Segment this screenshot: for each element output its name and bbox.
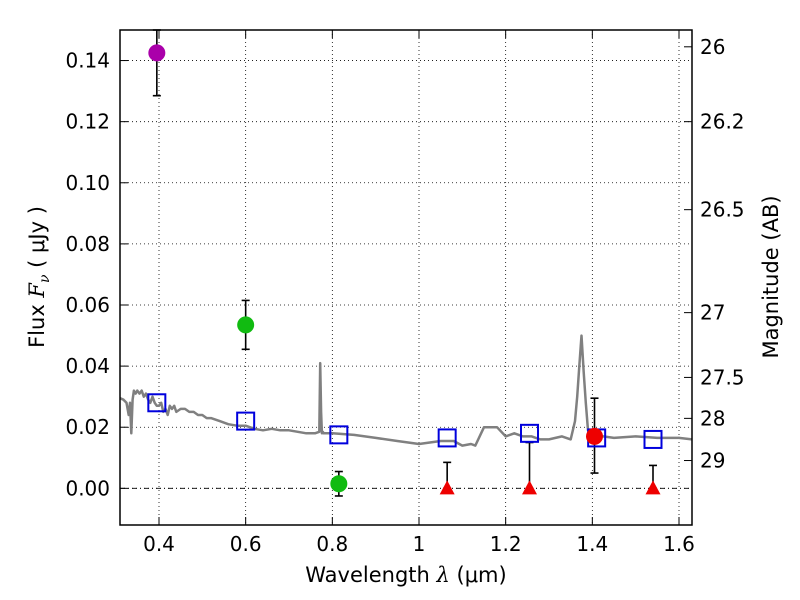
magnitude-tick-label: 27.5 [700, 365, 745, 389]
upper-limit-marker [522, 480, 537, 495]
x-tick-label: 1.4 [576, 532, 608, 556]
plot-frame [119, 29, 693, 526]
axes-frame [119, 29, 693, 526]
magnitude-tick-label: 26 [700, 35, 725, 59]
x-tick-label: 1 [413, 532, 426, 556]
model-photometry-square [437, 428, 457, 448]
x-axis-label: Wavelength λ (μm) [305, 563, 506, 587]
spectrum-line [119, 334, 693, 447]
magnitude-tick-label: 29 [700, 449, 725, 473]
y-tick-label: 0.02 [65, 415, 110, 439]
model-spectrum [119, 334, 693, 447]
x-tick-label: 0.8 [316, 532, 348, 556]
model-photometry-square [236, 411, 256, 431]
x-tick-label: 0.6 [230, 532, 262, 556]
upper-limit-marker [439, 480, 455, 495]
x-tick-label: 1.6 [663, 532, 695, 556]
upper-limit-marker [645, 480, 661, 495]
y-tick-label: 0.04 [65, 354, 110, 378]
magnitude-tick-label: 27 [700, 301, 725, 325]
x-tick-label: 0.4 [143, 532, 175, 556]
y-tick-label: 0.12 [65, 110, 110, 134]
model-photometry-square [520, 423, 539, 443]
axis-ticks: 0.4 0.6 0.8 1 1.2 1.4 1.6 0.00 0.02 0.04 0.06 0.08 0… [65, 30, 745, 556]
y-tick-label: 0.08 [65, 232, 110, 256]
axis-labels: Wavelength λ (μm) Flux Fν ( μJy ) Magnit… [25, 195, 783, 587]
y-tick-label: 0.14 [65, 49, 110, 73]
magnitude-tick-label: 28 [700, 406, 725, 430]
y-tick-label: 0.00 [65, 476, 110, 500]
y-tick-label: 0.06 [65, 293, 110, 317]
y-axis-label: Flux Fν ( μJy ) [25, 206, 53, 348]
detection-marker [330, 475, 348, 493]
right-axis-label: Magnitude (AB) [759, 195, 783, 358]
grid-lines [120, 30, 692, 525]
magnitude-tick-label: 26.5 [700, 198, 745, 222]
model-photometry-square [643, 429, 663, 449]
x-tick-label: 1.2 [490, 532, 522, 556]
data-points [148, 44, 661, 495]
error-bars [152, 29, 657, 497]
detection-marker [148, 44, 166, 62]
detection-marker [586, 427, 603, 445]
detection-marker [237, 316, 255, 334]
model-photometry-square [147, 393, 167, 413]
y-tick-label: 0.10 [65, 171, 110, 195]
magnitude-tick-label: 26.2 [700, 110, 745, 134]
model-photometry-markers [147, 393, 663, 449]
model-photometry-square [329, 425, 349, 445]
